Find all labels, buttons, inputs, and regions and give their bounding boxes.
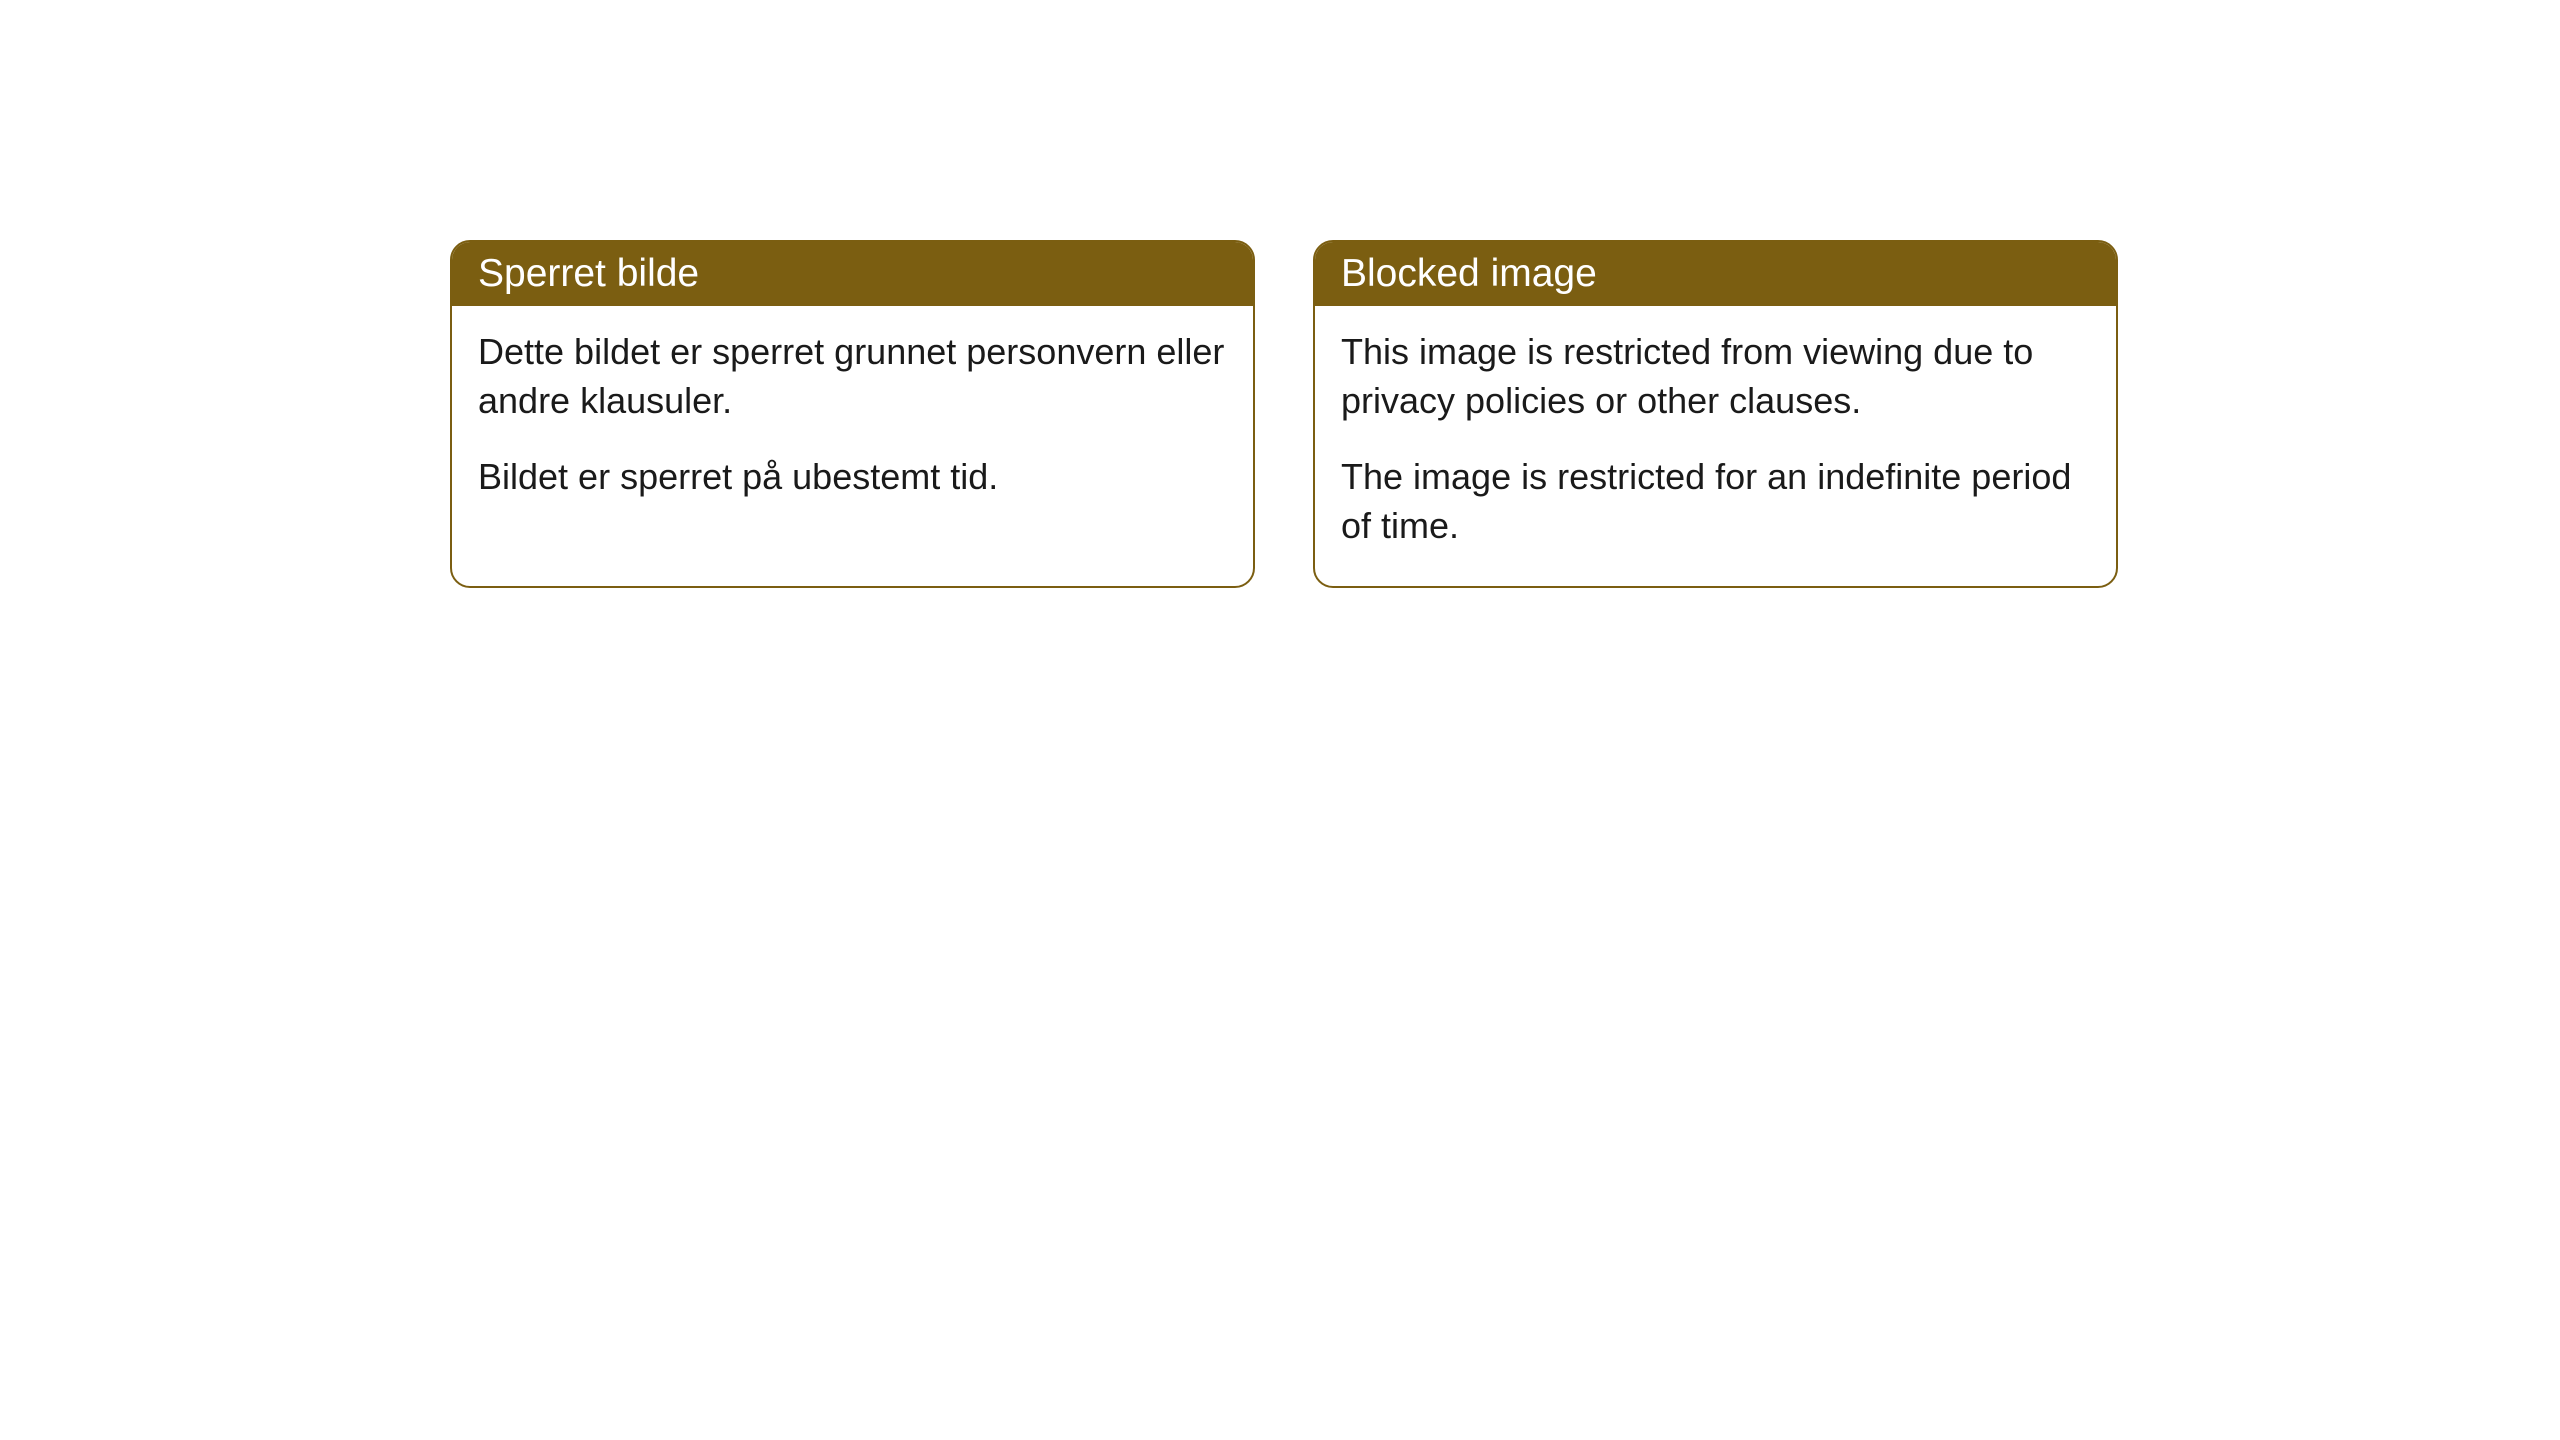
card-header-english: Blocked image — [1315, 242, 2116, 306]
card-title: Blocked image — [1341, 252, 1597, 295]
card-paragraph: Bildet er sperret på ubestemt tid. — [478, 453, 1227, 502]
card-body-norwegian: Dette bildet er sperret grunnet personve… — [452, 306, 1253, 538]
blocked-image-card-english: Blocked image This image is restricted f… — [1313, 240, 2118, 588]
notice-cards-container: Sperret bilde Dette bildet er sperret gr… — [450, 240, 2118, 588]
card-paragraph: The image is restricted for an indefinit… — [1341, 453, 2090, 550]
card-title: Sperret bilde — [478, 252, 699, 295]
card-paragraph: Dette bildet er sperret grunnet personve… — [478, 328, 1227, 425]
card-paragraph: This image is restricted from viewing du… — [1341, 328, 2090, 425]
card-body-english: This image is restricted from viewing du… — [1315, 306, 2116, 586]
card-header-norwegian: Sperret bilde — [452, 242, 1253, 306]
blocked-image-card-norwegian: Sperret bilde Dette bildet er sperret gr… — [450, 240, 1255, 588]
